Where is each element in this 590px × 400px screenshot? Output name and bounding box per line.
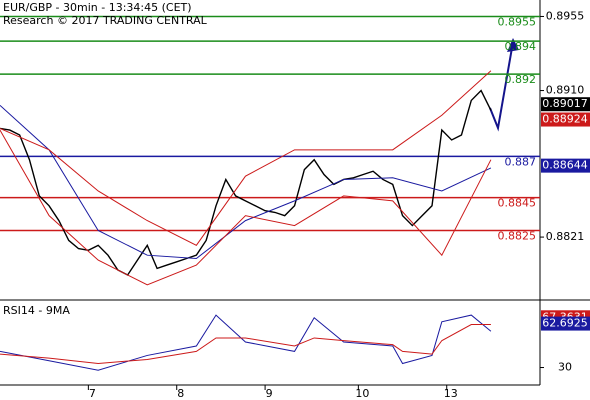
price-marker-label: 0.89017: [542, 97, 588, 110]
arrow-head: [507, 38, 519, 52]
price-marker-label: 62.6925: [542, 317, 588, 330]
price-marker-label: 0.88924: [542, 113, 588, 126]
y-tick-label: 30: [558, 361, 572, 374]
level-label: 0.892: [505, 73, 537, 86]
chart-subtitle: Research © 2017 TRADING CENTRAL: [3, 14, 208, 27]
series-line: [0, 70, 492, 246]
chart-title: RSI14 - 9MA: [3, 304, 70, 317]
price-marker-label: 0.88644: [542, 159, 588, 172]
x-tick-label: 10: [355, 387, 369, 400]
price-marker: [541, 158, 590, 173]
forecast-arrow: [489, 41, 514, 132]
price-marker: [541, 316, 590, 331]
price-marker: [541, 112, 590, 127]
y-tick-label: 0.8955: [546, 9, 585, 22]
series-line: [0, 89, 492, 276]
series-line: [0, 314, 492, 371]
x-tick-label: 7: [89, 387, 96, 400]
x-tick-label: 13: [444, 387, 458, 400]
chart-title: EUR/GBP - 30min - 13:34:45 (CET): [3, 1, 192, 14]
series-line: [0, 129, 492, 286]
y-tick-label: 0.8910: [546, 84, 585, 97]
series-line: [0, 104, 492, 259]
x-tick-label: 9: [266, 387, 273, 400]
level-label: 0.8845: [498, 197, 537, 210]
level-label: 0.894: [505, 40, 537, 53]
x-tick-label: 8: [177, 387, 184, 400]
series-line: [0, 324, 491, 364]
price-marker: [541, 97, 590, 112]
level-label: 0.8955: [498, 15, 537, 28]
y-tick-label: 0.8821: [546, 230, 585, 243]
level-label: 0.8825: [498, 229, 537, 242]
level-label: 0.887: [505, 155, 537, 168]
